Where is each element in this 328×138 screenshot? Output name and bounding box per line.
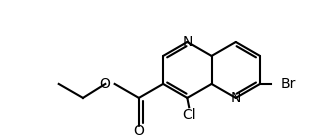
Text: N: N xyxy=(182,35,193,49)
Text: O: O xyxy=(99,77,110,91)
Text: Cl: Cl xyxy=(182,108,196,122)
Text: N: N xyxy=(231,91,241,105)
Text: Br: Br xyxy=(280,77,296,91)
Text: O: O xyxy=(133,124,144,138)
